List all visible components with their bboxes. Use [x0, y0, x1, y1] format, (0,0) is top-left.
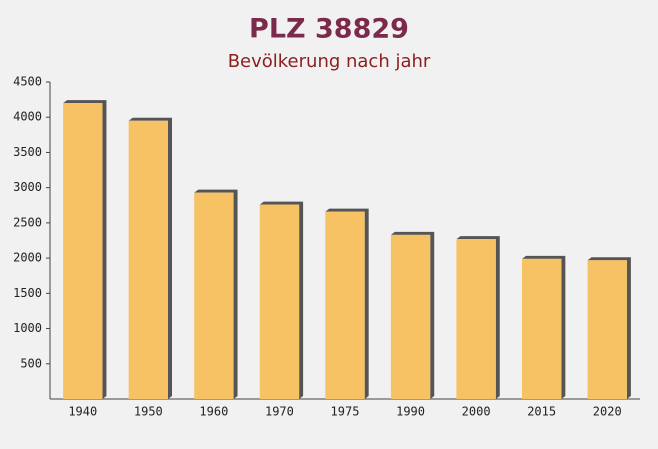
x-tick-label: 2015: [527, 405, 556, 419]
x-tick-label: 1960: [199, 405, 228, 419]
y-tick-label: 500: [20, 356, 42, 370]
y-tick-label: 2000: [13, 251, 42, 265]
x-tick-label: 1990: [396, 405, 425, 419]
y-tick-label: 1500: [13, 286, 42, 300]
x-tick-label: 1940: [68, 405, 97, 419]
y-tick-label: 3500: [13, 145, 42, 159]
bar: [456, 239, 496, 399]
bar: [587, 260, 627, 399]
x-tick-label: 1975: [331, 405, 360, 419]
bar: [128, 120, 168, 399]
x-tick-label: 1970: [265, 405, 294, 419]
chart-subtitle: Bevölkerung nach jahr: [228, 51, 431, 72]
y-tick-label: 3000: [13, 180, 42, 194]
bar: [390, 234, 431, 399]
x-tick-label: 1950: [134, 405, 163, 419]
y-tick-label: 4000: [13, 110, 42, 124]
x-tick-label: 2020: [593, 405, 622, 419]
chart-title: PLZ 38829: [249, 14, 409, 45]
bar: [63, 103, 103, 399]
bar: [194, 192, 234, 399]
y-tick-label: 4500: [13, 75, 42, 89]
bar: [259, 204, 300, 399]
x-tick-label: 2000: [462, 405, 491, 419]
bar: [325, 211, 365, 399]
y-tick-label: 1000: [13, 321, 42, 335]
y-tick-label: 2500: [13, 215, 42, 229]
bar: [522, 258, 562, 399]
